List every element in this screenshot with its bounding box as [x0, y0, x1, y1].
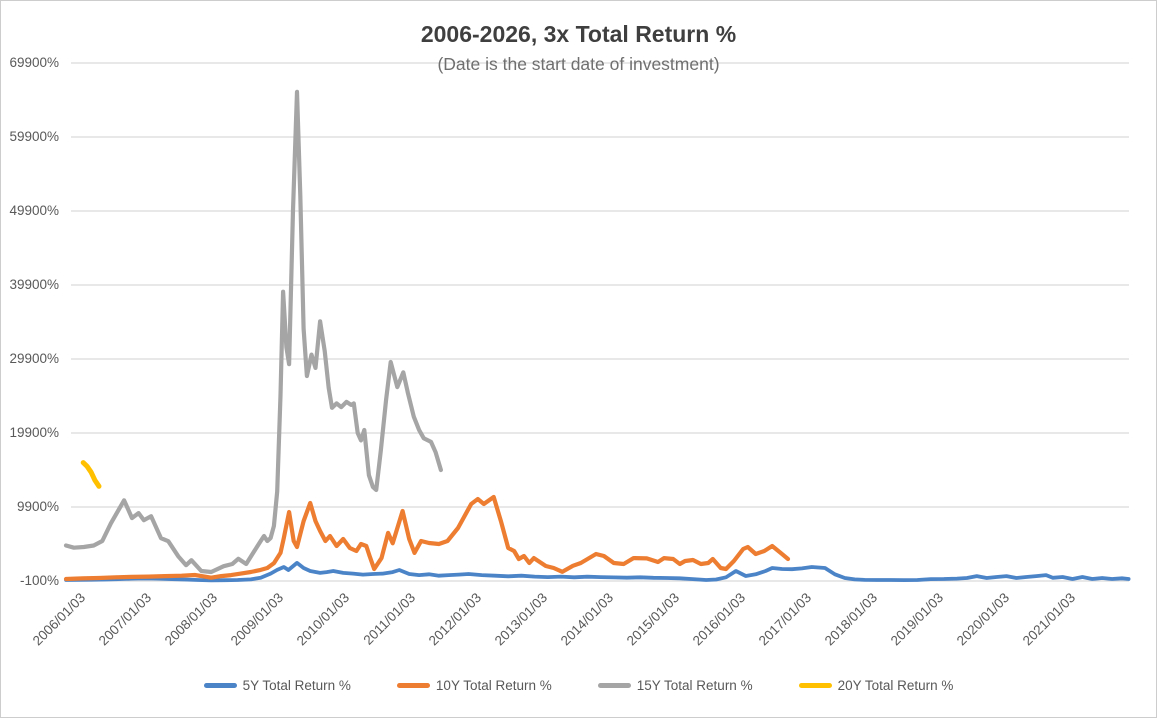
- legend-item-20y: 20Y Total Return %: [798, 678, 954, 693]
- y-tick-label: 19900%: [9, 425, 59, 440]
- y-tick-label: 9900%: [16, 499, 59, 514]
- y-tick-label: 49900%: [9, 203, 59, 218]
- legend: 5Y Total Return % 10Y Total Return % 15Y T…: [1, 678, 1156, 693]
- legend-swatch-15y: [597, 683, 631, 688]
- legend-label-5y: 5Y Total Return %: [242, 678, 351, 693]
- chart-title: 2006-2026, 3x Total Return %: [420, 21, 737, 47]
- y-tick-label: 69900%: [9, 55, 59, 70]
- y-tick-label: 59900%: [9, 129, 59, 144]
- legend-label-15y: 15Y Total Return %: [636, 678, 753, 693]
- series-line-10y: [63, 494, 791, 582]
- legend-item-5y: 5Y Total Return %: [203, 678, 351, 693]
- legend-item-15y: 15Y Total Return %: [597, 678, 753, 693]
- series-line-5y: [64, 561, 1131, 583]
- legend-swatch-5y: [203, 683, 237, 688]
- series-line-15y: [63, 89, 443, 575]
- legend-swatch-10y: [396, 683, 430, 688]
- y-tick-label: -100%: [19, 573, 59, 588]
- series-line-20y: [80, 460, 102, 489]
- legend-item-10y: 10Y Total Return %: [396, 678, 552, 693]
- legend-label-10y: 10Y Total Return %: [435, 678, 552, 693]
- legend-label-20y: 20Y Total Return %: [837, 678, 954, 693]
- chart-subtitle: (Date is the start date of investment): [437, 54, 720, 74]
- y-tick-label: 39900%: [9, 277, 59, 292]
- y-tick-label: 29900%: [9, 351, 59, 366]
- legend-swatch-20y: [798, 683, 832, 688]
